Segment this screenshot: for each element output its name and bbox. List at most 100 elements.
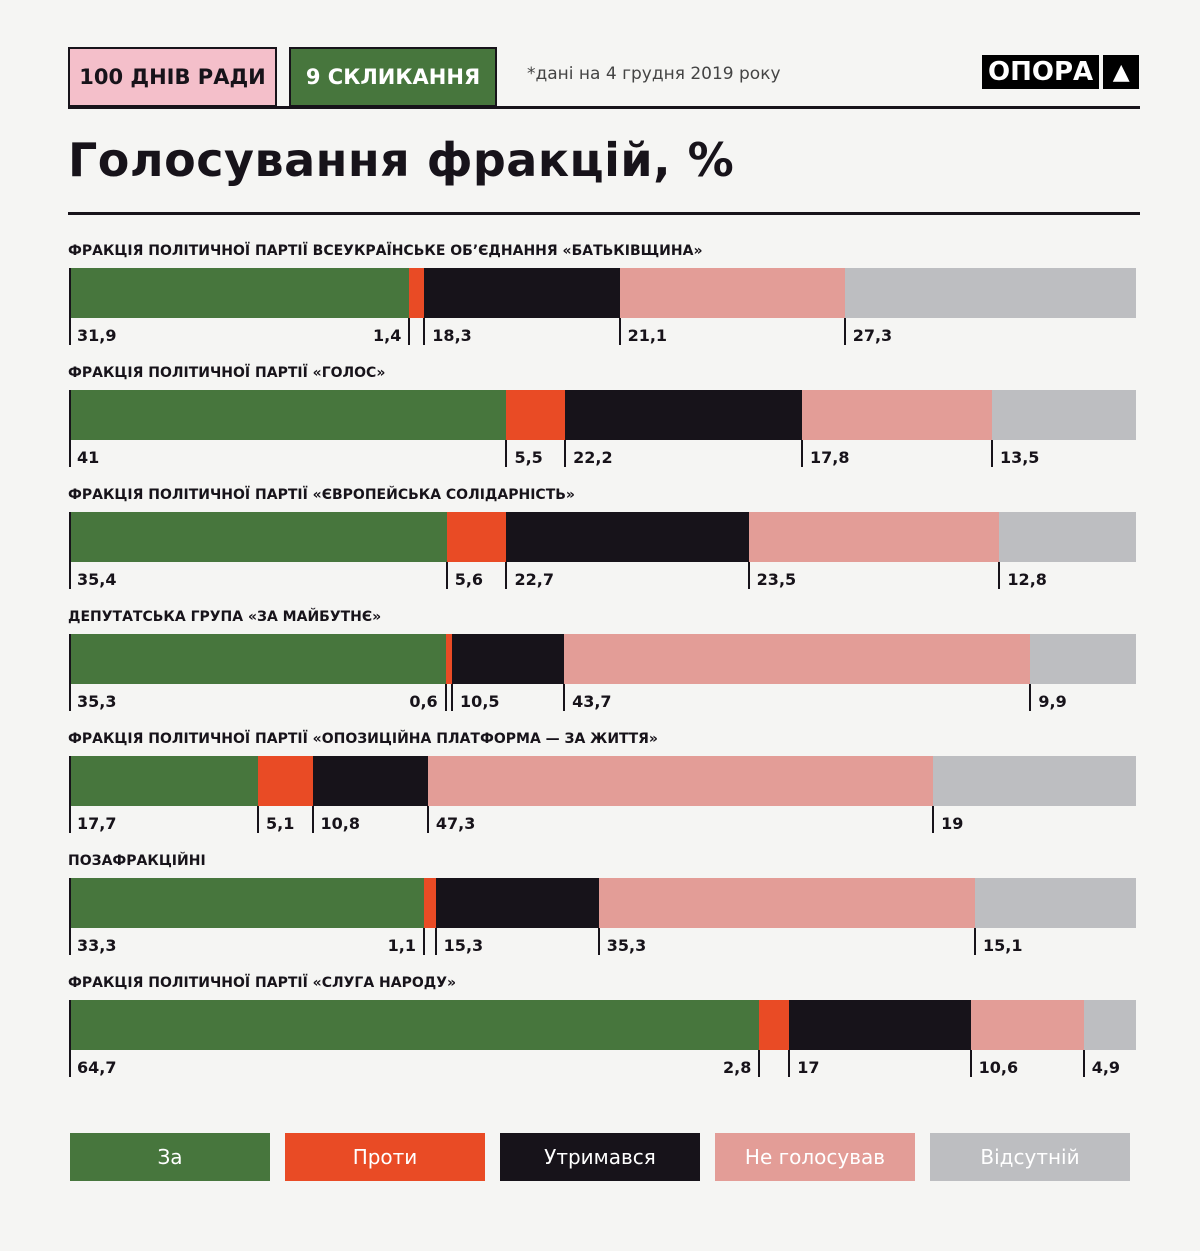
bar-segment-za (69, 390, 507, 440)
value-label-proty: 0,6 (409, 692, 438, 711)
bar-segment-utrymavsia (312, 756, 428, 806)
bar-segment-vidsutnii (975, 878, 1136, 928)
value-label-vidsutnii: 9,9 (1038, 692, 1067, 711)
value-label-vidsutnii: 13,5 (999, 448, 1040, 467)
segment-tick (69, 268, 71, 345)
segment-tick (618, 318, 621, 345)
value-label-ne-holosuvav: 43,7 (572, 692, 612, 711)
value-label-proty: 5,5 (514, 448, 543, 467)
value-label-utrymavsia: 18,3 (432, 326, 472, 345)
segment-tick (69, 512, 71, 589)
segment-tick (422, 928, 425, 955)
opora-logo: ОПОРА ▲ (982, 55, 1140, 89)
legend-item-ne-holosuvav: Не голосував (715, 1133, 915, 1181)
value-label-vidsutnii: 19 (941, 814, 964, 833)
value-label-vidsutnii: 15,1 (983, 936, 1023, 955)
segment-tick (311, 806, 314, 833)
value-label-proty: 1,4 (373, 326, 402, 345)
segment-tick (564, 440, 567, 467)
bar-segment-proty (759, 1000, 790, 1050)
value-label-za: 35,4 (77, 570, 117, 589)
segment-tick (69, 878, 71, 955)
row-title: ФРАКЦІЯ ПОЛІТИЧНОЇ ПАРТІЇ «ГОЛОС» (68, 365, 386, 381)
segment-tick (444, 684, 447, 711)
bar-segment-ne-holosuvav (427, 756, 934, 806)
date-note: *дані на 4 грудня 2019 року (527, 64, 781, 84)
segment-tick (423, 318, 426, 345)
value-label-ne-holosuvav: 47,3 (435, 814, 476, 833)
bar-segment-vidsutnii (844, 268, 1136, 318)
value-label-utrymavsia: 17 (797, 1058, 820, 1077)
value-label-ne-holosuvav: 21,1 (627, 326, 668, 345)
chart-title: Голосування фракцій, % (68, 133, 735, 187)
value-label-za: 31,9 (77, 326, 117, 345)
row-title: ФРАКЦІЯ ПОЛІТИЧНОЇ ПАРТІЇ «СЛУГА НАРОДУ» (68, 975, 457, 991)
row-title: ПОЗАФРАКЦІЙНІ (68, 853, 206, 869)
bar-segment-za (69, 756, 259, 806)
segment-tick (1082, 1050, 1085, 1077)
value-label-za: 17,7 (77, 814, 117, 833)
segment-tick (998, 562, 1001, 589)
bar-segment-za (69, 1000, 760, 1050)
segment-tick (426, 806, 429, 833)
header-divider (68, 106, 1140, 109)
segment-tick (69, 390, 71, 467)
legend-item-vidsutnii: Відсутній (930, 1133, 1130, 1181)
title-divider (68, 212, 1140, 215)
bar-segment-za (69, 634, 446, 684)
bar-segment-utrymavsia (565, 390, 802, 440)
segment-tick (408, 318, 411, 345)
row-title: ФРАКЦІЯ ПОЛІТИЧНОЇ ПАРТІЇ «ОПОЗИЦІЙНА ПЛ… (68, 731, 658, 747)
bar-segment-utrymavsia (452, 634, 565, 684)
value-label-ne-holosuvav: 35,3 (606, 936, 647, 955)
value-label-vidsutnii: 4,9 (1091, 1058, 1121, 1077)
segment-tick (597, 928, 600, 955)
legend-item-utrymavsia: Утримався (500, 1133, 700, 1181)
bar-segment-vidsutnii (999, 512, 1136, 562)
segment-tick (257, 806, 260, 833)
value-label-ne-holosuvav: 17,8 (810, 448, 850, 467)
segment-tick (69, 634, 71, 711)
value-label-utrymavsia: 15,3 (443, 936, 484, 955)
bar-segment-vidsutnii (1083, 1000, 1136, 1050)
bar-segment-ne-holosuvav (802, 390, 992, 440)
segment-tick (505, 440, 508, 467)
segment-tick (451, 684, 454, 711)
segment-tick (801, 440, 804, 467)
segment-tick (563, 684, 566, 711)
value-label-za: 64,7 (77, 1058, 117, 1077)
bar-segment-ne-holosuvav (970, 1000, 1084, 1050)
value-label-proty: 2,8 (723, 1058, 752, 1077)
segment-tick (505, 562, 508, 589)
logo-text: ОПОРА (982, 55, 1100, 89)
bar-segment-proty (258, 756, 313, 806)
legend-item-za: За (70, 1133, 270, 1181)
triangle-icon: ▲ (1103, 55, 1140, 89)
segment-tick (969, 1050, 972, 1077)
bar-segment-vidsutnii (933, 756, 1136, 806)
tag-label: 9 СКЛИКАННЯ (305, 65, 481, 89)
bar-segment-ne-holosuvav (619, 268, 845, 318)
tag-label: 100 ДНІВ РАДИ (79, 65, 266, 89)
value-label-proty: 1,1 (387, 936, 416, 955)
bar-segment-proty (423, 878, 436, 928)
segment-tick (974, 928, 977, 955)
segment-tick (69, 1000, 71, 1077)
bar-segment-utrymavsia (789, 1000, 971, 1050)
segment-tick (1029, 684, 1032, 711)
bar-segment-proty (445, 634, 453, 684)
bar-segment-ne-holosuvav (748, 512, 1000, 562)
bar-segment-ne-holosuvav (564, 634, 1031, 684)
bar-segment-utrymavsia (424, 268, 620, 318)
tag-100-days: 100 ДНІВ РАДИ (68, 47, 277, 107)
bar-segment-za (69, 878, 424, 928)
value-label-utrymavsia: 22,2 (573, 448, 613, 467)
segment-tick (932, 806, 935, 833)
bar-segment-proty (409, 268, 425, 318)
bar-segment-utrymavsia (435, 878, 599, 928)
bar-segment-proty (446, 512, 507, 562)
segment-tick (69, 756, 71, 833)
value-label-proty: 5,6 (454, 570, 484, 589)
bar-segment-ne-holosuvav (598, 878, 976, 928)
row-title: ФРАКЦІЯ ПОЛІТИЧНОЇ ПАРТІЇ «ЄВРОПЕЙСЬКА С… (68, 487, 575, 503)
